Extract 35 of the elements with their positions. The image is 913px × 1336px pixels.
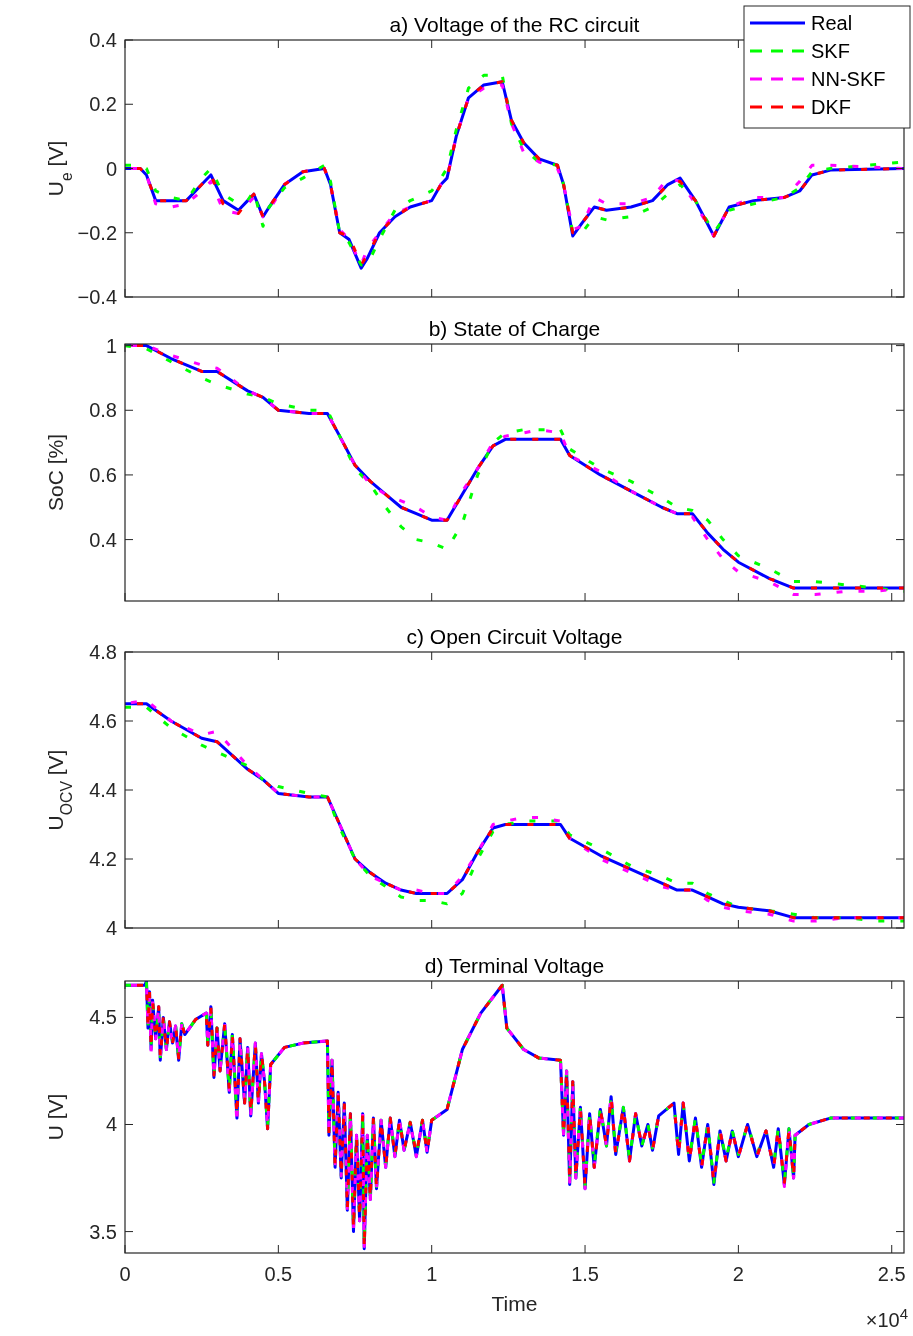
- y-tick-label: 0.8: [89, 399, 117, 422]
- y-tick-label: 4.4: [89, 779, 117, 801]
- y-tick-label: −0.4: [77, 286, 117, 308]
- y-tick-label: 4.2: [89, 848, 117, 870]
- legend-label: SKF: [811, 40, 850, 62]
- y-axis-title: SoC [%]: [44, 433, 67, 512]
- y-tick-label: −0.2: [77, 221, 117, 244]
- legend-label: DKF: [811, 96, 851, 118]
- chart-title: b) State of Charge: [428, 317, 601, 340]
- y-tick-label: 0: [105, 157, 117, 180]
- y-tick-label: 4.5: [89, 1006, 117, 1029]
- y-tick-label: 0.2: [89, 93, 117, 116]
- x-tick-label: 1: [426, 1263, 438, 1285]
- x-axis-title: Time: [491, 1292, 538, 1315]
- y-tick-label: 4: [105, 1113, 117, 1136]
- legend-label: Real: [811, 12, 853, 34]
- x-tick-label: 2.5: [877, 1263, 906, 1285]
- text: ×10$^{4}$: [865, 1304, 908, 1331]
- x-tick-label: 0: [119, 1263, 131, 1285]
- y-axis-title: U [V]: [44, 1093, 67, 1141]
- y-tick-label: 0.4: [89, 528, 117, 551]
- y-tick-label: 0.4: [89, 29, 117, 51]
- chart-title: d) Terminal Voltage: [424, 954, 605, 977]
- chart-title: c) Open Circuit Voltage: [406, 625, 623, 648]
- chart-title: a) Voltage of the RC circuit: [389, 13, 640, 36]
- y-tick-label: 3.5: [89, 1220, 117, 1243]
- x-tick-label: 2: [732, 1263, 744, 1285]
- y-tick-label: 4: [105, 917, 117, 939]
- y-tick-label: 1: [105, 334, 117, 357]
- x-tick-label: 1.5: [571, 1263, 599, 1285]
- y-tick-label: 0.6: [89, 463, 117, 486]
- y-tick-label: 4.6: [89, 710, 117, 732]
- y-tick-label: 4.8: [89, 641, 117, 663]
- legend-label: NN-SKF: [811, 68, 886, 90]
- x-tick-label: 0.5: [264, 1263, 293, 1285]
